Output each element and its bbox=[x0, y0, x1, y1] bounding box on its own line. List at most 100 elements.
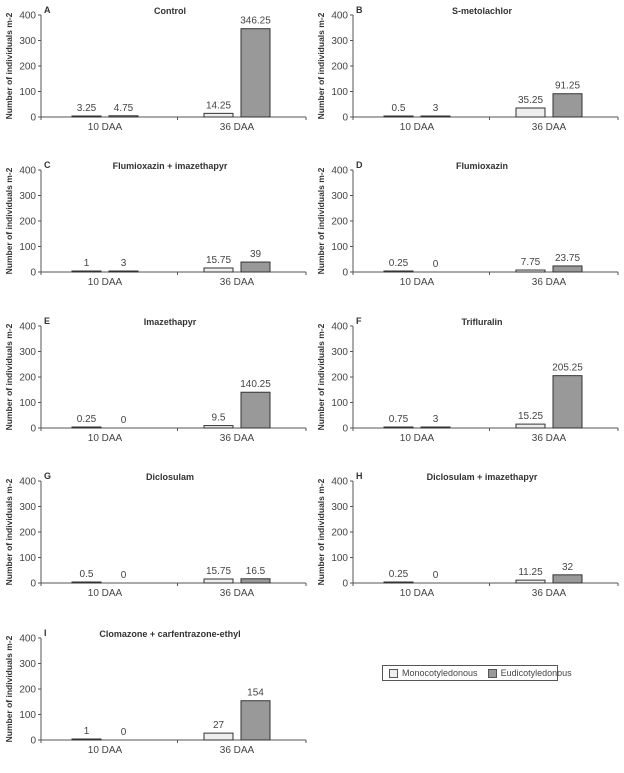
chart-title: Flumioxazin bbox=[456, 161, 508, 171]
y-tick-label: 200 bbox=[331, 373, 348, 384]
data-label: 205.25 bbox=[552, 363, 583, 374]
legend: Monocotyledonous Eudicotyledonous bbox=[382, 665, 572, 681]
data-label: 15.75 bbox=[206, 566, 231, 577]
x-tick-label: 36 DAA bbox=[532, 277, 567, 288]
y-tick-label: 100 bbox=[19, 553, 36, 564]
y-tick-label: 300 bbox=[331, 347, 348, 358]
bar-monocot bbox=[203, 732, 234, 741]
chart-panel-c: C Flumioxazin + imazethapyr Number of indi… bbox=[0, 155, 312, 305]
legend-label-eudicot: Eudicotyledonous bbox=[500, 668, 572, 678]
data-label: 346.25 bbox=[240, 16, 271, 27]
y-tick-label: 300 bbox=[331, 502, 348, 513]
x-tick-label: 36 DAA bbox=[220, 433, 255, 444]
x-tick-label: 36 DAA bbox=[532, 588, 567, 599]
bar-eudicot bbox=[108, 115, 139, 118]
bar-eudicot bbox=[552, 93, 583, 118]
data-label: 0 bbox=[121, 727, 127, 738]
x-tick-label: 36 DAA bbox=[220, 122, 255, 133]
legend-swatch-monocot bbox=[389, 668, 398, 678]
y-tick-label: 0 bbox=[30, 268, 36, 279]
chart-title: S-metolachlor bbox=[452, 6, 513, 16]
data-label: 15.25 bbox=[518, 411, 543, 422]
y-tick-label: 400 bbox=[19, 166, 36, 177]
data-label: 1 bbox=[84, 726, 90, 737]
x-tick-label: 36 DAA bbox=[532, 122, 567, 133]
x-tick-label: 36 DAA bbox=[532, 433, 567, 444]
x-tick-label: 10 DAA bbox=[88, 588, 123, 599]
y-tick-label: 0 bbox=[30, 113, 36, 124]
y-tick-label: 200 bbox=[19, 373, 36, 384]
data-label: 0 bbox=[433, 259, 439, 270]
data-label: 27 bbox=[213, 720, 225, 731]
chart-svg: B S-metolachlor Number of individuals m-2 0… bbox=[316, 5, 619, 133]
bar-monocot bbox=[515, 579, 546, 584]
y-tick-label: 100 bbox=[19, 398, 36, 409]
y-tick-label: 400 bbox=[331, 322, 348, 333]
x-tick-label: 36 DAA bbox=[220, 588, 255, 599]
y-tick-label: 300 bbox=[331, 36, 348, 47]
data-label: 1 bbox=[84, 258, 90, 269]
y-tick-label: 100 bbox=[331, 242, 348, 253]
y-tick-label: 0 bbox=[30, 579, 36, 590]
y-tick-label: 200 bbox=[331, 62, 348, 73]
panel-letter: H bbox=[356, 471, 363, 481]
x-tick-label: 10 DAA bbox=[88, 277, 123, 288]
y-axis-label: Number of individuals m-2 bbox=[4, 635, 14, 742]
chart-svg: A Control Number of individuals m-2 0 100 200… bbox=[4, 5, 307, 133]
x-tick-label: 10 DAA bbox=[400, 433, 435, 444]
y-tick-label: 200 bbox=[331, 528, 348, 539]
x-tick-label: 36 DAA bbox=[220, 745, 255, 756]
y-tick-label: 0 bbox=[342, 113, 348, 124]
data-label: 39 bbox=[250, 249, 262, 260]
data-label: 154 bbox=[247, 688, 264, 699]
y-axis-label: Number of individuals m-2 bbox=[316, 323, 326, 430]
y-tick-label: 100 bbox=[19, 242, 36, 253]
data-label: 140.25 bbox=[240, 379, 271, 390]
y-tick-label: 0 bbox=[30, 736, 36, 747]
chart-svg: F Trifluralin Number of individuals m-2 0 10… bbox=[316, 316, 619, 444]
data-label: 91.25 bbox=[555, 81, 580, 92]
y-axis-label: Number of individuals m-2 bbox=[4, 323, 14, 430]
y-tick-label: 400 bbox=[331, 477, 348, 488]
bar-monocot bbox=[71, 738, 102, 741]
y-tick-label: 400 bbox=[19, 477, 36, 488]
y-tick-label: 100 bbox=[331, 87, 348, 98]
y-tick-label: 300 bbox=[19, 36, 36, 47]
panel-letter: B bbox=[356, 5, 363, 15]
x-tick-label: 10 DAA bbox=[400, 122, 435, 133]
data-label: 0.25 bbox=[389, 258, 409, 269]
bar-eudicot bbox=[552, 375, 583, 429]
y-tick-label: 200 bbox=[19, 528, 36, 539]
chart-panel-h: H Diclosulam + imazethapyr Number of indiv… bbox=[312, 466, 624, 616]
chart-panel-f: F Trifluralin Number of individuals m-2 0 10… bbox=[312, 311, 624, 461]
chart-title: Imazethapyr bbox=[144, 317, 197, 327]
bar-eudicot bbox=[240, 28, 271, 118]
legend-swatch-eudicot bbox=[487, 668, 497, 678]
y-tick-label: 300 bbox=[19, 659, 36, 670]
chart-title: Trifluralin bbox=[461, 317, 502, 327]
data-label: 9.5 bbox=[212, 413, 226, 424]
bar-eudicot bbox=[108, 270, 139, 273]
panel-letter: I bbox=[44, 628, 47, 638]
y-tick-label: 400 bbox=[19, 322, 36, 333]
y-tick-label: 300 bbox=[19, 347, 36, 358]
bar-monocot bbox=[203, 267, 234, 273]
chart-title: Diclosulam bbox=[146, 472, 194, 482]
bar-monocot bbox=[203, 112, 234, 118]
data-label: 0 bbox=[433, 570, 439, 581]
y-tick-label: 0 bbox=[342, 424, 348, 435]
chart-svg: D Flumioxazin Number of individuals m-2 0 10… bbox=[316, 160, 619, 288]
chart-svg: G Diclosulam Number of individuals m-2 0 100… bbox=[4, 471, 307, 599]
panel-letter: E bbox=[44, 316, 50, 326]
bar-monocot bbox=[383, 270, 414, 273]
y-tick-label: 100 bbox=[19, 710, 36, 721]
y-tick-label: 200 bbox=[331, 217, 348, 228]
bar-eudicot bbox=[420, 426, 451, 429]
bar-monocot bbox=[203, 425, 234, 429]
x-tick-label: 10 DAA bbox=[400, 588, 435, 599]
data-label: 0 bbox=[121, 415, 127, 426]
x-tick-label: 36 DAA bbox=[220, 277, 255, 288]
data-label: 35.25 bbox=[518, 95, 543, 106]
data-label: 3 bbox=[433, 414, 439, 425]
chart-panel-g: G Diclosulam Number of individuals m-2 0 100… bbox=[0, 466, 312, 616]
